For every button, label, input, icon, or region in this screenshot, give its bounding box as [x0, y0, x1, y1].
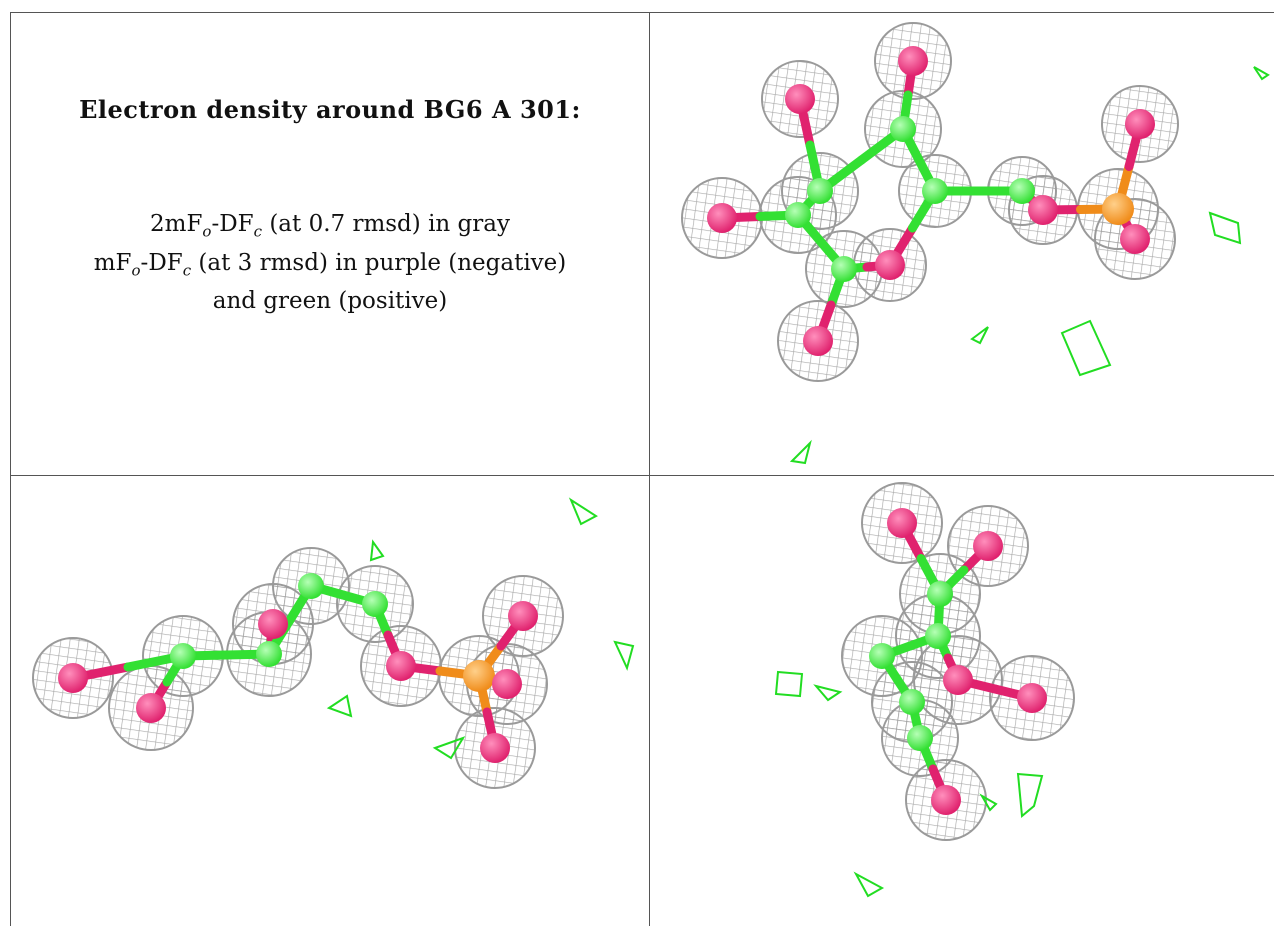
atom-o-7: [803, 326, 833, 356]
caption-panel: Electron density around BG6 A 301: 2mFo-…: [10, 12, 649, 475]
difference-density-2: [1062, 321, 1110, 375]
atom-c-2: [170, 643, 196, 669]
atom-o-0: [887, 508, 917, 538]
atom-c-6: [362, 591, 388, 617]
difference-density-1: [816, 686, 840, 700]
atom-c-9: [922, 178, 948, 204]
page-title: Electron density around BG6 A 301:: [11, 95, 649, 124]
difference-density-2: [1018, 774, 1042, 816]
atom-c-10: [1009, 178, 1035, 204]
difference-density-1: [972, 327, 988, 343]
atom-c-7: [899, 689, 925, 715]
difference-density-1: [615, 642, 633, 668]
difference-density-4: [371, 542, 383, 560]
atom-o-11: [1028, 195, 1058, 225]
atom-p-8: [463, 660, 495, 692]
molecule-view-top: [649, 12, 1274, 475]
atom-c-8: [907, 725, 933, 751]
atom-c-3: [807, 178, 833, 204]
atom-o-0: [58, 663, 88, 693]
legend-line-2fo: 2mFo-DFc (at 0.7 rmsd) in gray: [11, 209, 649, 248]
atom-p-12: [1102, 193, 1134, 225]
density-legend: 2mFo-DFc (at 0.7 rmsd) in gray mFo-DFc (…: [11, 209, 649, 317]
atom-o-9: [508, 601, 538, 631]
atom-o-9: [931, 785, 961, 815]
difference-density-0: [776, 672, 802, 696]
atom-o-13: [1125, 109, 1155, 139]
molecule-view-end: [649, 475, 1274, 926]
atom-c-4: [869, 643, 895, 669]
atom-o-0: [898, 46, 928, 76]
difference-density-0: [571, 500, 596, 524]
difference-density-0: [1210, 213, 1240, 243]
atom-c-3: [256, 641, 282, 667]
atom-o-14: [1120, 224, 1150, 254]
atom-o-4: [707, 203, 737, 233]
difference-density-2: [329, 696, 351, 716]
atom-o-1: [136, 693, 166, 723]
atom-o-4: [258, 609, 288, 639]
atom-c-3: [925, 623, 951, 649]
density-render-side: [11, 476, 649, 926]
atom-o-7: [386, 651, 416, 681]
atom-o-6: [1017, 683, 1047, 713]
difference-density-4: [1254, 67, 1268, 79]
legend-line-colors: and green (positive): [11, 286, 649, 317]
atom-o-11: [480, 733, 510, 763]
difference-density-3: [856, 874, 882, 896]
molecule-view-side: [10, 475, 649, 926]
atom-o-1: [973, 531, 1003, 561]
atom-c-6: [831, 256, 857, 282]
atom-c-5: [785, 202, 811, 228]
atom-o-10: [492, 669, 522, 699]
atom-o-2: [785, 84, 815, 114]
atom-o-5: [943, 665, 973, 695]
difference-density-3: [792, 443, 810, 463]
atom-c-5: [298, 573, 324, 599]
density-render-top: [650, 13, 1274, 475]
atom-c-1: [890, 116, 916, 142]
legend-line-fo: mFo-DFc (at 3 rmsd) in purple (negative): [11, 248, 649, 287]
atom-c-2: [927, 581, 953, 607]
density-render-end: [650, 476, 1274, 926]
atom-o-8: [875, 250, 905, 280]
